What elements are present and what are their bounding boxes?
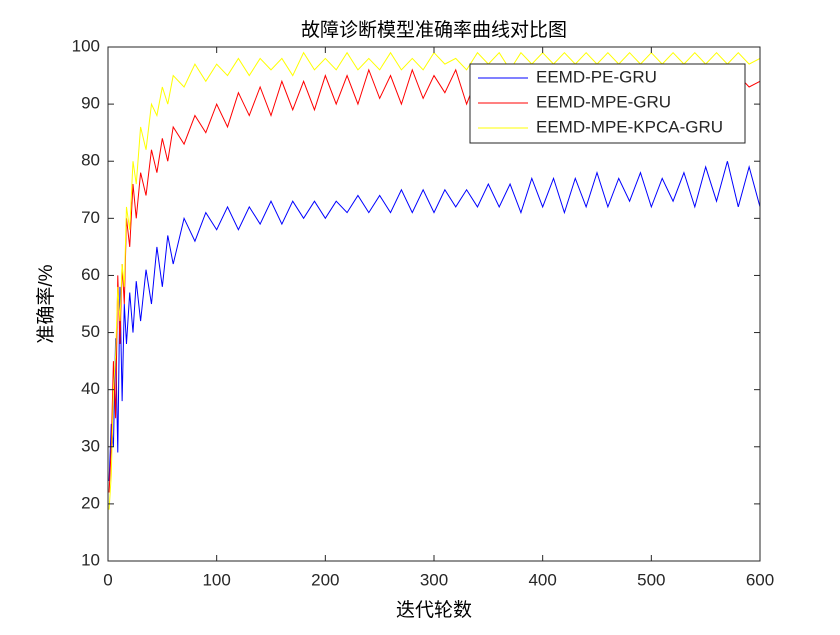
legend-label: EEMD-MPE-KPCA-GRU — [536, 117, 723, 136]
x-tick-label: 0 — [103, 570, 112, 589]
y-tick-label: 20 — [81, 493, 100, 512]
x-tick-label: 600 — [746, 570, 774, 589]
x-tick-label: 400 — [528, 570, 556, 589]
x-tick-label: 100 — [202, 570, 230, 589]
y-tick-label: 50 — [81, 322, 100, 341]
y-tick-label: 100 — [72, 36, 100, 55]
x-tick-label: 500 — [637, 570, 665, 589]
legend-label: EEMD-PE-GRU — [536, 67, 657, 86]
y-tick-label: 60 — [81, 265, 100, 284]
series-line — [108, 51, 761, 510]
legend-label: EEMD-MPE-GRU — [536, 92, 671, 111]
x-axis-label: 迭代轮数 — [396, 599, 472, 621]
series-line — [108, 161, 761, 482]
x-tick-label: 300 — [420, 570, 448, 589]
y-axis-label: 准确率/% — [35, 264, 57, 343]
y-tick-label: 10 — [81, 550, 100, 569]
y-tick-label: 80 — [81, 151, 100, 170]
y-tick-label: 90 — [81, 94, 100, 113]
y-tick-label: 40 — [81, 379, 100, 398]
y-tick-label: 70 — [81, 208, 100, 227]
y-tick-label: 30 — [81, 436, 100, 455]
chart-title: 故障诊断模型准确率曲线对比图 — [301, 19, 567, 41]
x-tick-label: 200 — [311, 570, 339, 589]
